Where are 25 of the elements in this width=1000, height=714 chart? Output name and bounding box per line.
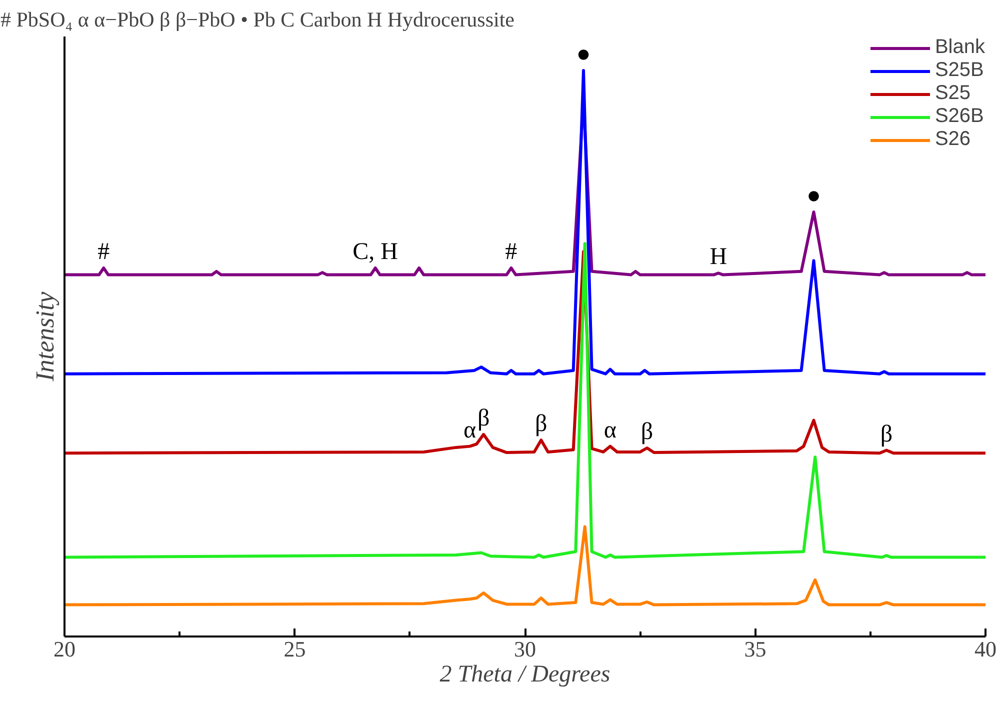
x-axis-title: 2 Theta / Degrees — [440, 662, 610, 688]
y-axis-title: Intensity — [30, 291, 60, 382]
annotation: ● — [576, 41, 591, 68]
x-tick-label: 20 — [54, 636, 76, 662]
x-tick-label: 35 — [744, 636, 766, 662]
legend-label: S25B — [934, 59, 984, 82]
legend-label: Blank — [934, 36, 985, 59]
annotation: # — [505, 239, 518, 266]
annotation: β — [535, 411, 548, 438]
text: # PbSO₄ α α−PbO β β−PbO • Pb C Carbon H Hydrocerussite — [0, 8, 514, 32]
annotation: α — [463, 417, 476, 444]
annotation: β — [880, 421, 893, 448]
x-tick-label: 25 — [284, 636, 306, 662]
annotation: β — [640, 419, 654, 446]
x-tick-label: 40 — [974, 636, 996, 662]
annotation: α — [604, 417, 617, 444]
annotation: C, H — [352, 239, 398, 266]
x-tick-label: 30 — [514, 636, 536, 662]
legend-label: S26B — [934, 105, 984, 128]
annotation: β — [477, 405, 490, 432]
legend-label: S26 — [934, 128, 971, 151]
annotation: # — [98, 239, 110, 266]
legend-label: S25 — [934, 82, 971, 105]
annotation: H — [710, 244, 728, 270]
annotation: ● — [806, 182, 821, 209]
